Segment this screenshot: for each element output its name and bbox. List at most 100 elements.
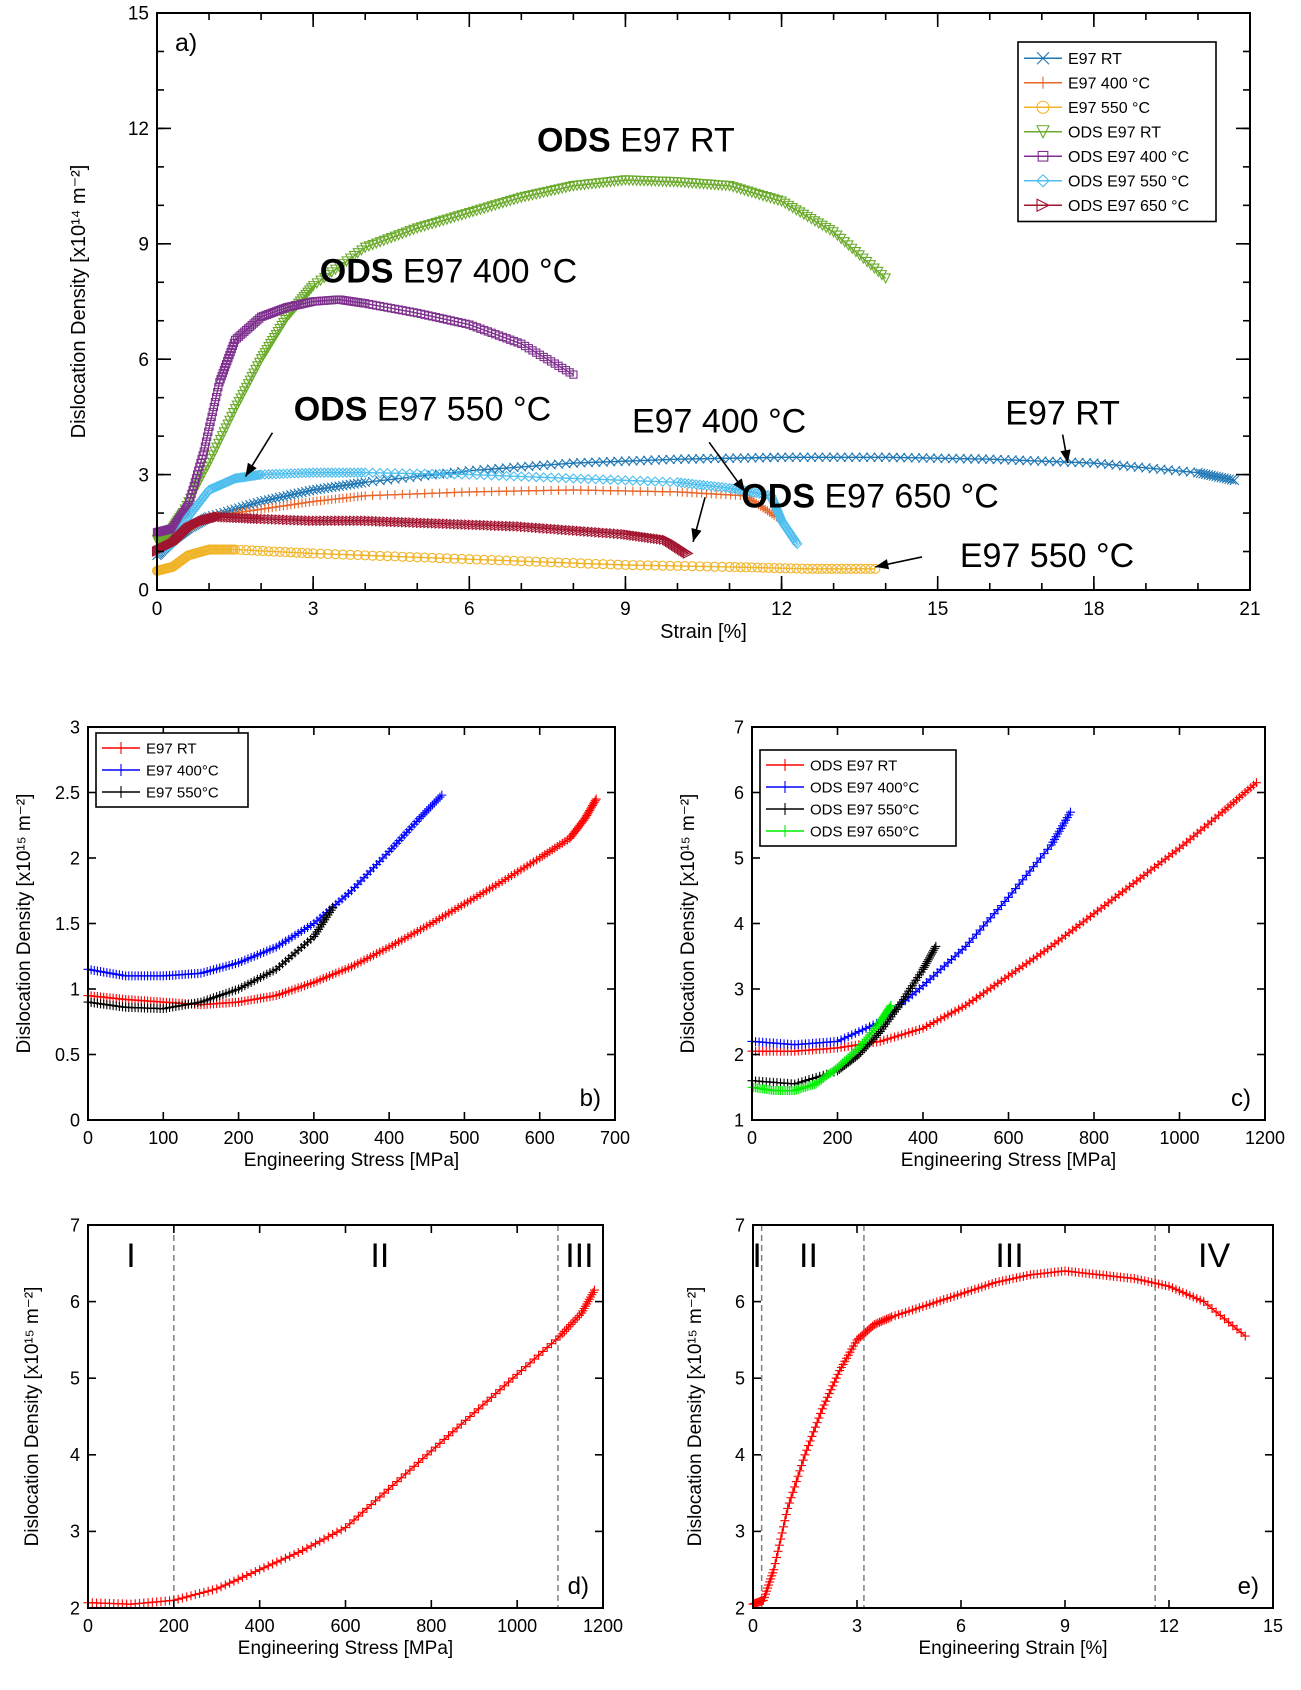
- data-point: [345, 1519, 355, 1529]
- data-point: [996, 900, 1006, 910]
- data-point: [717, 561, 728, 572]
- data-point: [411, 468, 423, 479]
- data-point: [330, 467, 341, 478]
- data-point: [525, 1358, 535, 1368]
- data-point: [730, 562, 741, 573]
- data-point: [263, 546, 274, 557]
- legend-entry: E97 550°C: [146, 784, 219, 801]
- data-point: [590, 457, 601, 468]
- chart-panel-c: 0 200 400 600 800 1000 1200 1 2 3 4 5 6 7 Engineering …: [678, 717, 1285, 1171]
- data-point: [680, 454, 690, 464]
- data-point: [553, 459, 564, 470]
- data-point: [930, 943, 940, 953]
- x-tick-label: 3: [852, 1616, 862, 1636]
- y-tick-label: 4: [70, 1445, 80, 1465]
- data-point: [766, 492, 778, 503]
- data-point: [774, 510, 785, 521]
- data-point: [210, 397, 220, 407]
- data-point: [298, 1546, 308, 1556]
- data-point: [773, 508, 784, 519]
- data-point: [274, 468, 285, 480]
- data-point: [772, 506, 784, 518]
- data-point: [479, 554, 490, 565]
- data-point: [824, 1389, 834, 1399]
- data-point: [914, 1024, 924, 1034]
- data-point: [415, 517, 427, 529]
- data-point: [336, 1525, 346, 1535]
- annotation-text: ODS E97 650 °C: [741, 477, 998, 515]
- data-point: [831, 230, 843, 242]
- data-point: [491, 1389, 501, 1399]
- data-point: [598, 559, 609, 570]
- annotation: ODS E97 650 °C: [691, 477, 999, 543]
- data-point: [259, 513, 271, 525]
- data-point: [200, 442, 210, 451]
- data-point: [434, 468, 445, 480]
- data-point: [315, 467, 326, 478]
- data-point: [253, 513, 264, 525]
- data-point: [230, 544, 241, 555]
- data-point: [382, 467, 393, 479]
- data-point: [218, 369, 227, 378]
- data-point: [246, 545, 257, 556]
- data-point: [426, 802, 436, 812]
- data-point: [638, 531, 650, 543]
- data-point: [709, 481, 720, 492]
- data-point: [337, 549, 348, 560]
- data-point: [379, 1488, 389, 1498]
- annotation: ODS E97 400 °C: [320, 252, 577, 290]
- data-point: [405, 1465, 415, 1475]
- data-point: [213, 388, 222, 397]
- x-tick-label: 1200: [583, 1616, 623, 1636]
- data-point: [979, 921, 989, 931]
- x-tick-label: 0: [152, 599, 163, 620]
- data-point: [873, 452, 884, 463]
- data-point: [870, 563, 881, 574]
- data-point: [435, 1438, 445, 1448]
- data-point: [1036, 456, 1047, 467]
- data-point: [293, 488, 304, 499]
- data-point: [641, 531, 652, 543]
- data-point: [225, 1578, 235, 1588]
- data-point: [285, 514, 297, 526]
- data-point: [784, 452, 794, 463]
- data-point: [687, 561, 698, 572]
- data-point: [950, 1006, 960, 1016]
- data-point: [282, 514, 293, 526]
- legend-entry: E97 RT: [1068, 51, 1122, 68]
- data-point: [1226, 474, 1237, 485]
- data-point: [520, 521, 531, 533]
- data-point: [220, 511, 232, 523]
- data-point: [246, 1569, 256, 1579]
- data-point: [307, 467, 319, 478]
- data-point: [362, 1503, 372, 1513]
- data-point: [304, 285, 315, 297]
- data-point: [296, 467, 308, 479]
- data-point: [810, 1422, 820, 1432]
- data-point: [828, 452, 839, 463]
- data-point: [311, 467, 323, 478]
- data-point: [584, 1294, 594, 1304]
- data-point: [750, 188, 761, 200]
- arrow-head: [245, 462, 257, 477]
- data-point: [858, 452, 869, 463]
- x-tick-label: 600: [330, 1616, 360, 1636]
- data-point: [812, 563, 823, 574]
- data-point: [223, 356, 232, 366]
- legend-item: ODS E97 RT: [1024, 125, 1161, 142]
- x-tick-label: 200: [159, 1616, 189, 1636]
- data-point: [238, 1572, 247, 1582]
- data-point: [359, 467, 371, 478]
- data-point: [203, 1586, 213, 1596]
- data-point: [922, 1021, 932, 1031]
- arrow-head: [691, 528, 702, 542]
- data-point: [341, 515, 353, 527]
- data-point: [855, 563, 866, 574]
- data-point: [267, 513, 278, 525]
- data-point: [702, 561, 713, 572]
- data-point: [482, 1396, 492, 1406]
- data-point: [445, 518, 457, 530]
- data-point: [574, 1310, 584, 1320]
- data-point: [310, 1539, 320, 1549]
- legend-item: E97 550 °C: [1024, 100, 1150, 117]
